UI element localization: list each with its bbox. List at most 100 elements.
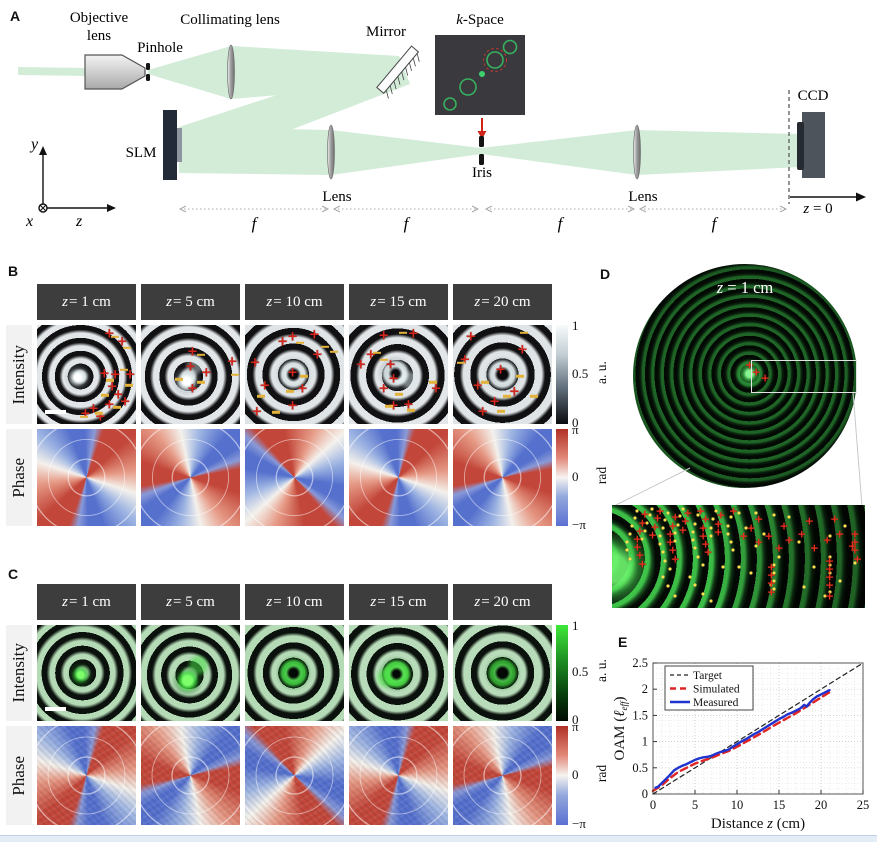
z-axis-label: z [75,213,83,230]
x-tick-label: 0 [650,798,656,812]
plus-marker: + [703,545,713,559]
vortex-dot-marker [666,584,670,588]
x-axis-title: Distance z (cm) [711,816,805,832]
B-phase-image-4 [349,429,448,526]
vortex-dot-marker [625,548,629,552]
relay-lens-1 [327,124,335,180]
vortex-dot-marker [726,524,730,528]
vortex-dot-marker [630,524,634,528]
minus-marker [296,341,305,345]
grid-corner [6,584,32,620]
C-intensity-image-1 [37,625,136,721]
plus-marker: + [701,537,711,551]
colorbar-tick: π [572,719,579,734]
minus-marker [372,351,381,354]
series-target [652,662,864,795]
vortex-dot-marker [658,534,662,538]
vortex-dot-marker [777,555,781,558]
colorbar-tick: 0.5 [572,365,589,381]
row-label-intensity: Intensity [6,625,32,721]
x-tick-label: 25 [857,798,870,812]
colorbar-intensity-B: 1 0.5 0 a. u. [556,318,609,430]
plus-marker: + [495,362,506,378]
vortex-dot-marker [673,531,677,535]
y-axis-title: OAM (ℓeff) [612,697,629,761]
plus-marker: + [388,371,399,387]
plus-marker: + [716,508,726,522]
minus-marker [106,379,115,382]
colorbar-gradient [556,625,568,721]
plus-marker: + [508,384,520,400]
grid-corner [6,284,32,320]
d-caption: z = 1 cm [716,278,774,297]
coordinate-axes [38,146,116,213]
panel-e-label: E [618,634,628,650]
optical-setup-diagram: Objective lens Pinhole Collimating lens … [18,10,866,233]
plus-marker: + [472,378,484,394]
vortex-dot-marker [754,544,758,548]
C-phase-image-2 [141,726,240,825]
vortex-dot-marker [709,599,713,603]
vortex-dot-marker [754,511,758,515]
minus-marker [285,390,294,393]
y-tick-label: 0 [642,787,648,801]
plus-marker: + [106,379,118,395]
plus-marker: + [116,334,128,350]
plus-marker: + [784,533,794,547]
y-axis-label: y [29,136,39,153]
vortex-dot-marker [802,585,806,589]
minus-marker [379,358,388,361]
C-intensity-image-3 [245,625,344,721]
plus-marker: + [402,397,414,413]
C-intensity-image-4 [349,625,448,721]
vortex-dot-marker [772,579,776,583]
C-phase-image-4 [349,726,448,825]
focal-length-dimensions [178,205,788,213]
minus-marker [271,410,280,414]
vortex-dot-marker [709,534,713,538]
plus-marker: + [766,576,776,590]
plus-marker: + [824,570,835,584]
vortex-dot-marker [772,587,776,591]
collimating-lens [227,44,235,100]
plus-marker: + [822,533,832,547]
plus-marker: + [385,357,397,373]
kspace-arrow [477,118,487,139]
ccd [788,90,825,204]
vortex-dot-marker [661,550,665,554]
plus-marker: + [728,505,739,518]
vortex-dot-marker [635,509,639,513]
plus-marker: + [850,535,860,549]
x-axis-label: x [25,213,33,230]
y-tick-label: 2 [642,682,648,696]
colorbar-tick: 1 [572,318,579,333]
colorbar-intensity-C: 1 0.5 0 a. u. [556,618,609,727]
vortex-dot-marker [645,521,649,524]
plus-marker: + [713,517,723,531]
colorbar-gradient [556,325,568,424]
panel-b-label: B [8,263,19,279]
plus-marker: + [847,539,857,553]
vortex-dot-marker [787,515,791,519]
plus-marker: + [489,394,501,410]
vortex-dot-marker [709,526,713,530]
plus-marker: + [668,543,678,557]
iris [479,136,484,165]
colorbar-tick: 1 [572,618,579,633]
plus-marker: + [94,409,106,424]
vortex-dot-marker [696,513,700,517]
laser-beam [18,46,800,175]
plus-marker: + [850,543,860,557]
minus-marker [125,384,134,387]
column-header: z = 15 cm [349,284,448,320]
plus-marker: + [87,401,99,417]
vortex-dot-marker [628,532,632,536]
plus-marker: + [804,514,814,528]
plus-marker: + [809,541,819,555]
plus-marker: + [277,334,289,350]
x-tick-label: 15 [773,798,786,812]
vortex-dot-marker [797,540,801,544]
B-phase-image-2 [141,429,240,526]
plus-marker: + [308,327,320,343]
